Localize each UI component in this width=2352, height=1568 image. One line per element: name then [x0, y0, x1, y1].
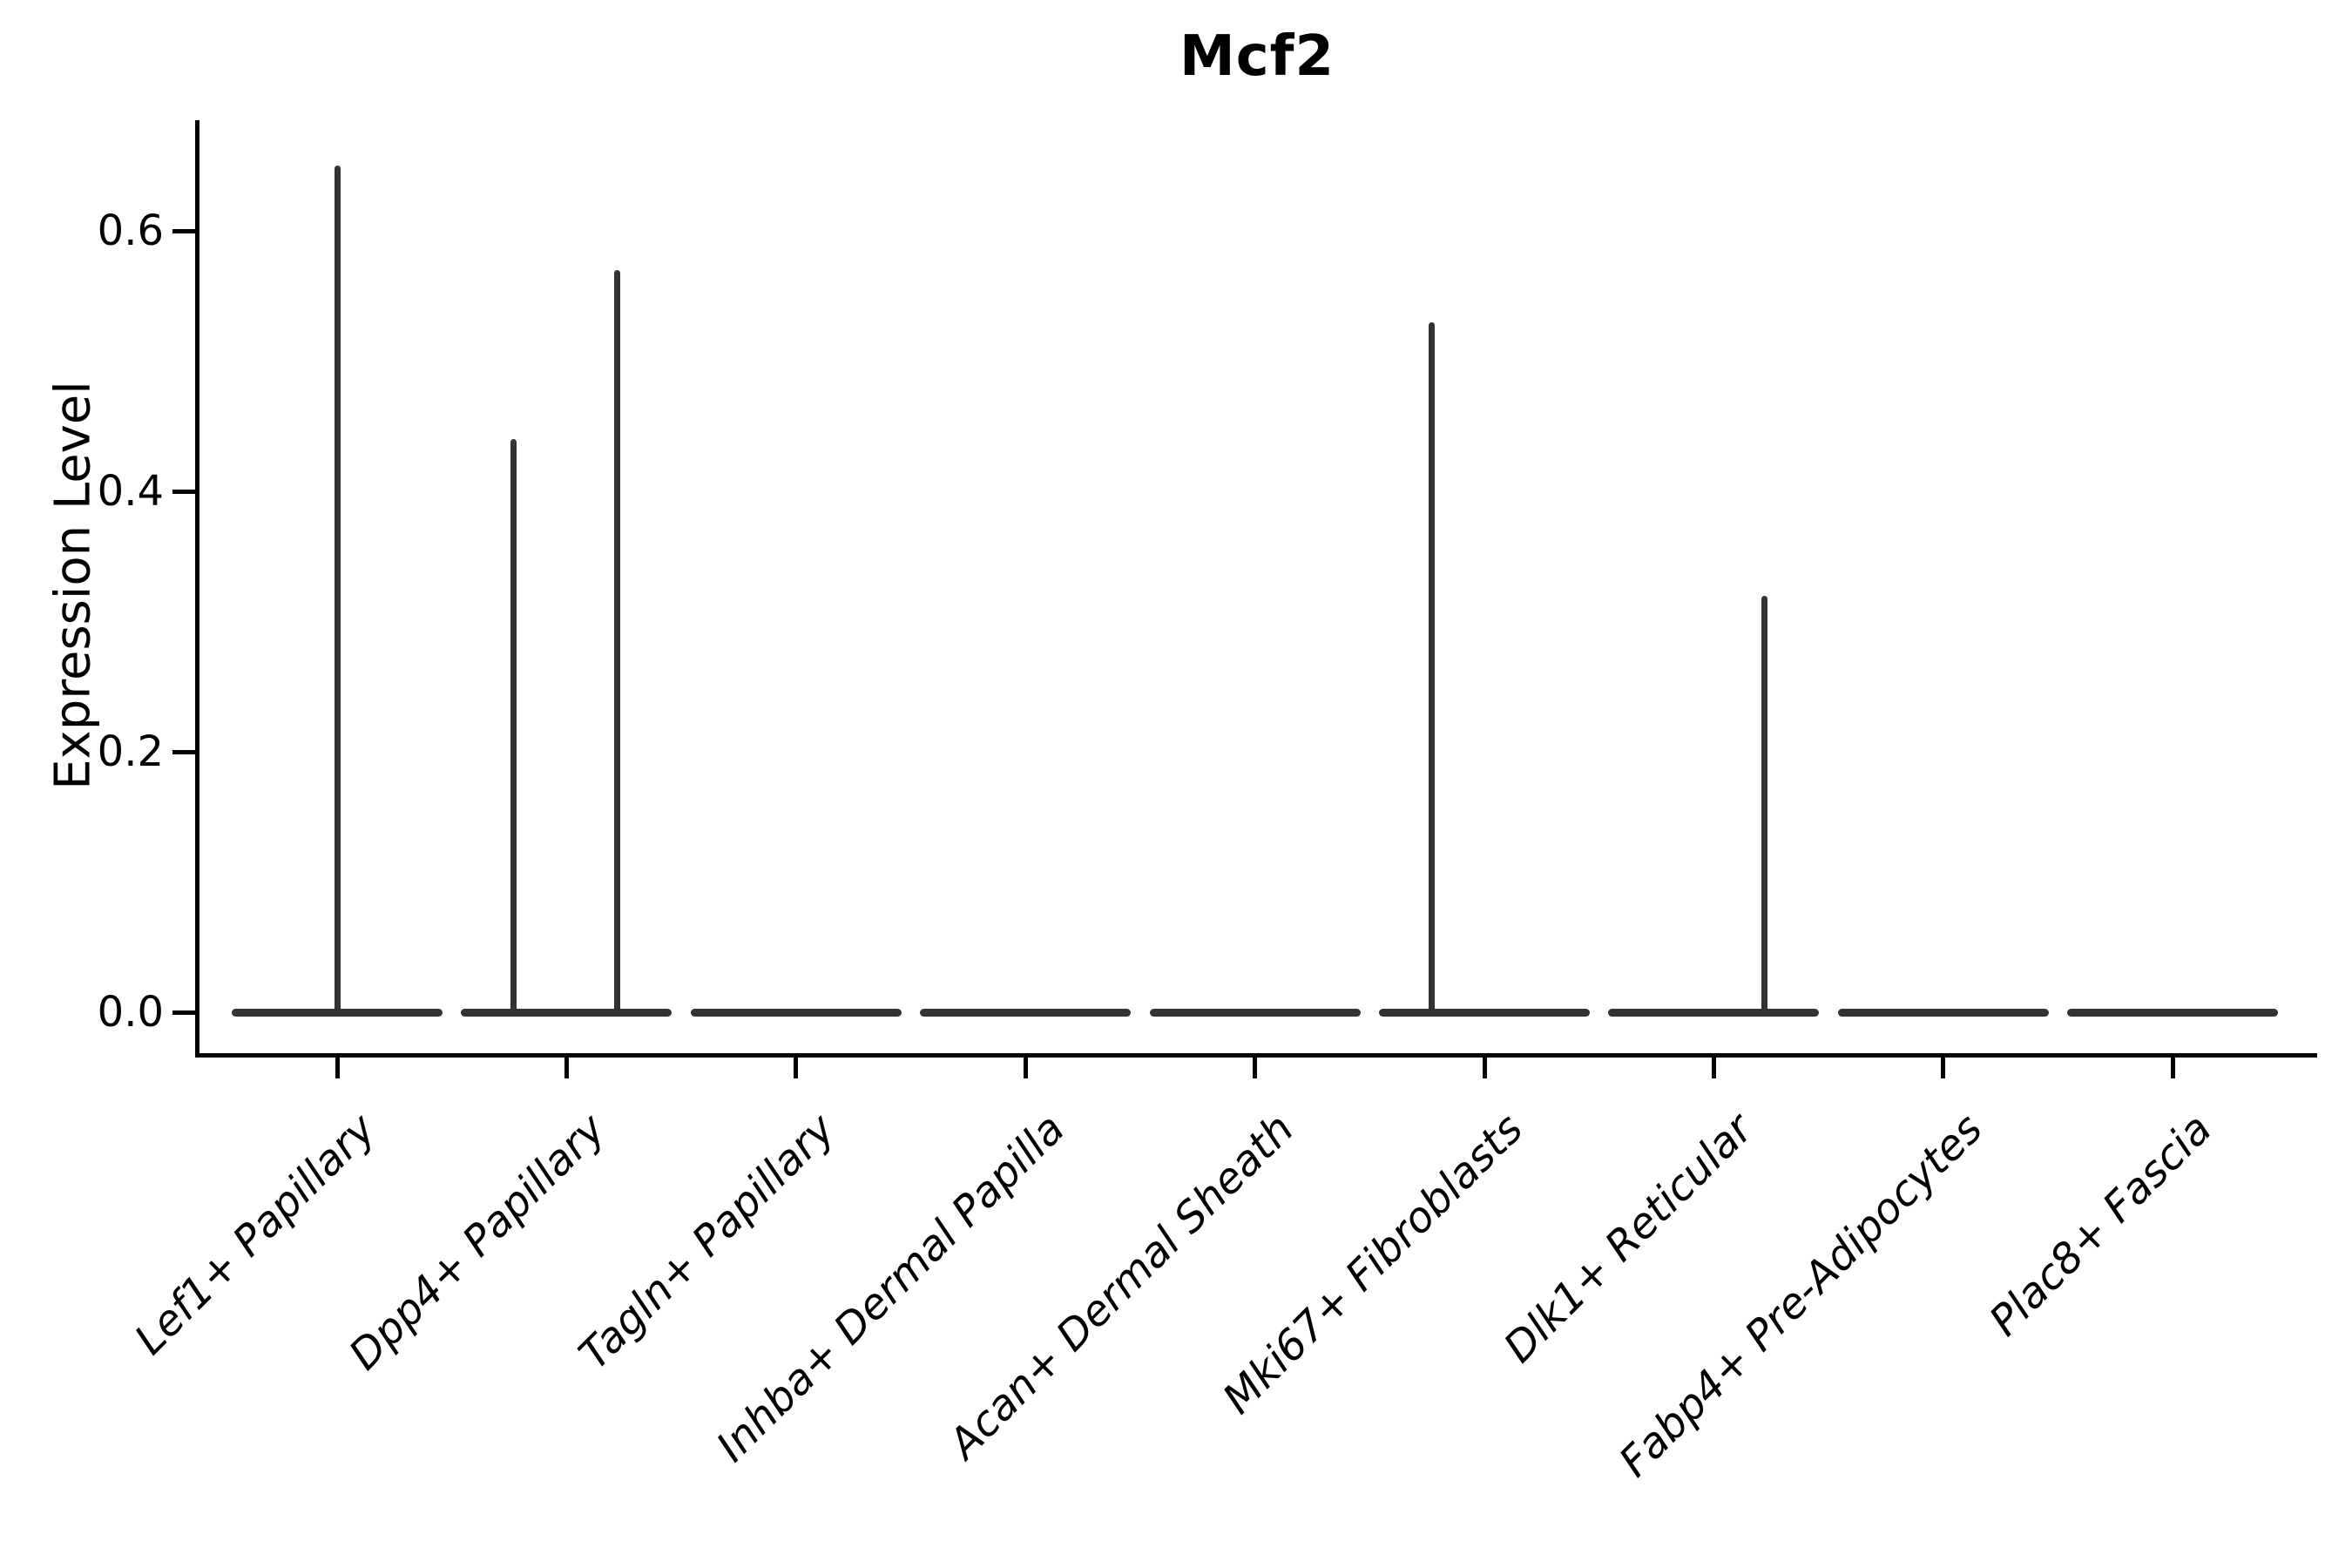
y-tick-mark: [172, 749, 195, 754]
y-tick-mark: [172, 1010, 195, 1015]
violin-base: [1149, 1008, 1361, 1017]
x-tick-mark: [564, 1056, 569, 1078]
x-tick-mark: [1711, 1056, 1716, 1078]
violin-spike: [1428, 321, 1435, 1012]
x-tick-mark: [1482, 1056, 1487, 1078]
x-tick-mark: [1941, 1056, 1946, 1078]
violin-base: [1379, 1008, 1590, 1017]
violin-spike: [1761, 595, 1767, 1012]
violin-base: [1608, 1008, 1820, 1017]
violin-base: [920, 1008, 1132, 1017]
x-tick-label: Dlk1+ Reticular: [1494, 1104, 1762, 1373]
x-tick-label: Plac8+ Fascia: [1980, 1104, 2221, 1346]
y-tick-label: 0.4: [97, 467, 164, 516]
x-tick-label: Lef1+ Papillary: [125, 1104, 386, 1364]
violin-spike: [510, 439, 517, 1012]
y-tick-mark: [172, 228, 195, 233]
y-axis-spine: [195, 120, 199, 1058]
x-tick-mark: [1253, 1056, 1258, 1078]
violin-base: [232, 1008, 443, 1017]
violin-base: [690, 1008, 902, 1017]
x-tick-mark: [1023, 1056, 1028, 1078]
x-tick-mark: [794, 1056, 799, 1078]
x-axis-spine: [195, 1053, 2317, 1058]
x-tick-mark: [2170, 1056, 2175, 1078]
violin-base: [2067, 1008, 2279, 1017]
y-tick-label: 0.2: [97, 727, 164, 776]
violin-base: [1837, 1008, 2049, 1017]
violin-spike: [613, 269, 620, 1012]
violin-spike: [334, 166, 341, 1012]
x-tick-label: Tagln+ Papillary: [570, 1104, 845, 1380]
x-tick-label: Dpp4+ Papillary: [340, 1104, 615, 1380]
chart-title: Mcf2: [1179, 24, 1335, 89]
y-tick-label: 0.6: [97, 206, 164, 255]
x-tick-mark: [335, 1056, 340, 1078]
violin-base: [461, 1008, 672, 1017]
y-tick-mark: [172, 489, 195, 494]
y-tick-label: 0.0: [97, 988, 164, 1037]
